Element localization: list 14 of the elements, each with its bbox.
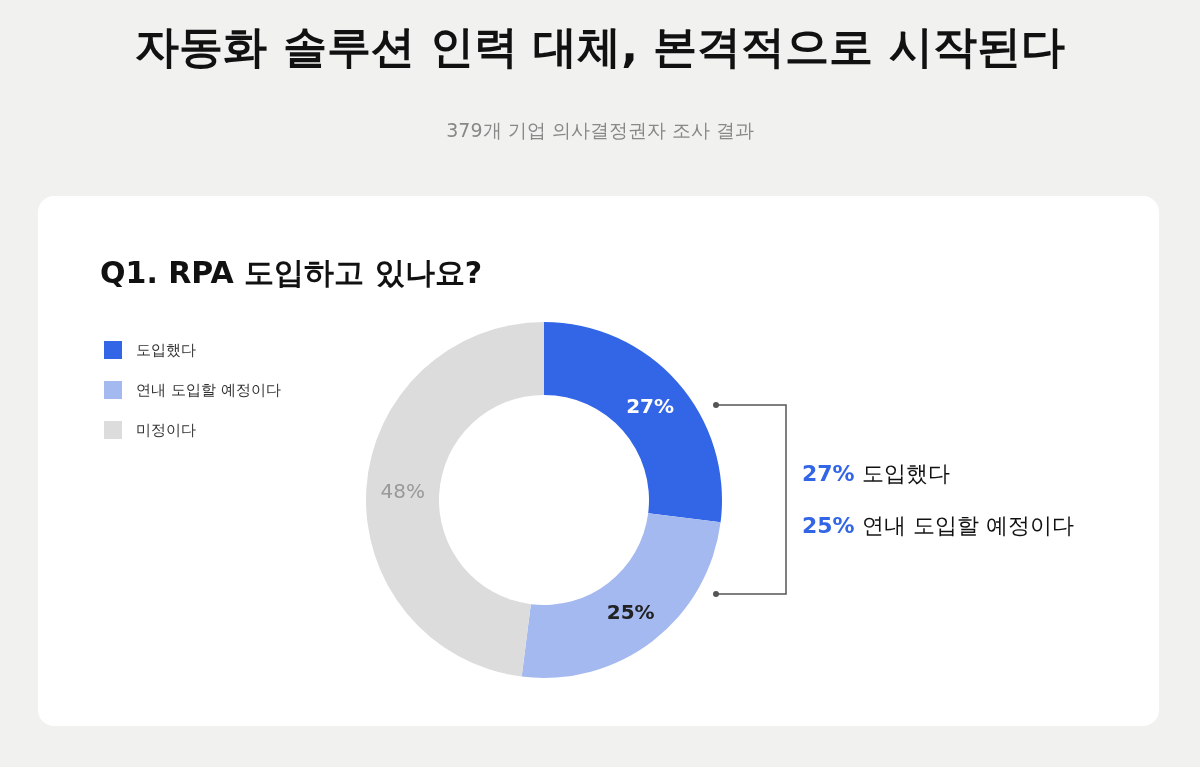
legend-label: 미정이다 (136, 421, 196, 439)
donut-slice (366, 322, 544, 677)
legend-label: 연내 도입할 예정이다 (136, 381, 281, 399)
donut-slice (544, 322, 722, 523)
data-label: 48% (380, 479, 426, 504)
legend-label: 도입했다 (136, 341, 196, 359)
text: 25% 연내 도입할 예정이다 (802, 512, 1074, 538)
data-label: 25% (606, 599, 655, 624)
chart-title: 자동화 솔루션 인력 대체, 본격적으로 시작된다 (135, 21, 1065, 72)
text: 27% 도입했다 (802, 460, 950, 486)
chart-subtitle: 379개 기업 의사결정권자 조사 결과 (446, 119, 754, 141)
donut-slice (521, 513, 721, 678)
data-label: 27% (626, 394, 675, 419)
text: Q1. RPA 도입하고 있나요? (100, 255, 483, 290)
